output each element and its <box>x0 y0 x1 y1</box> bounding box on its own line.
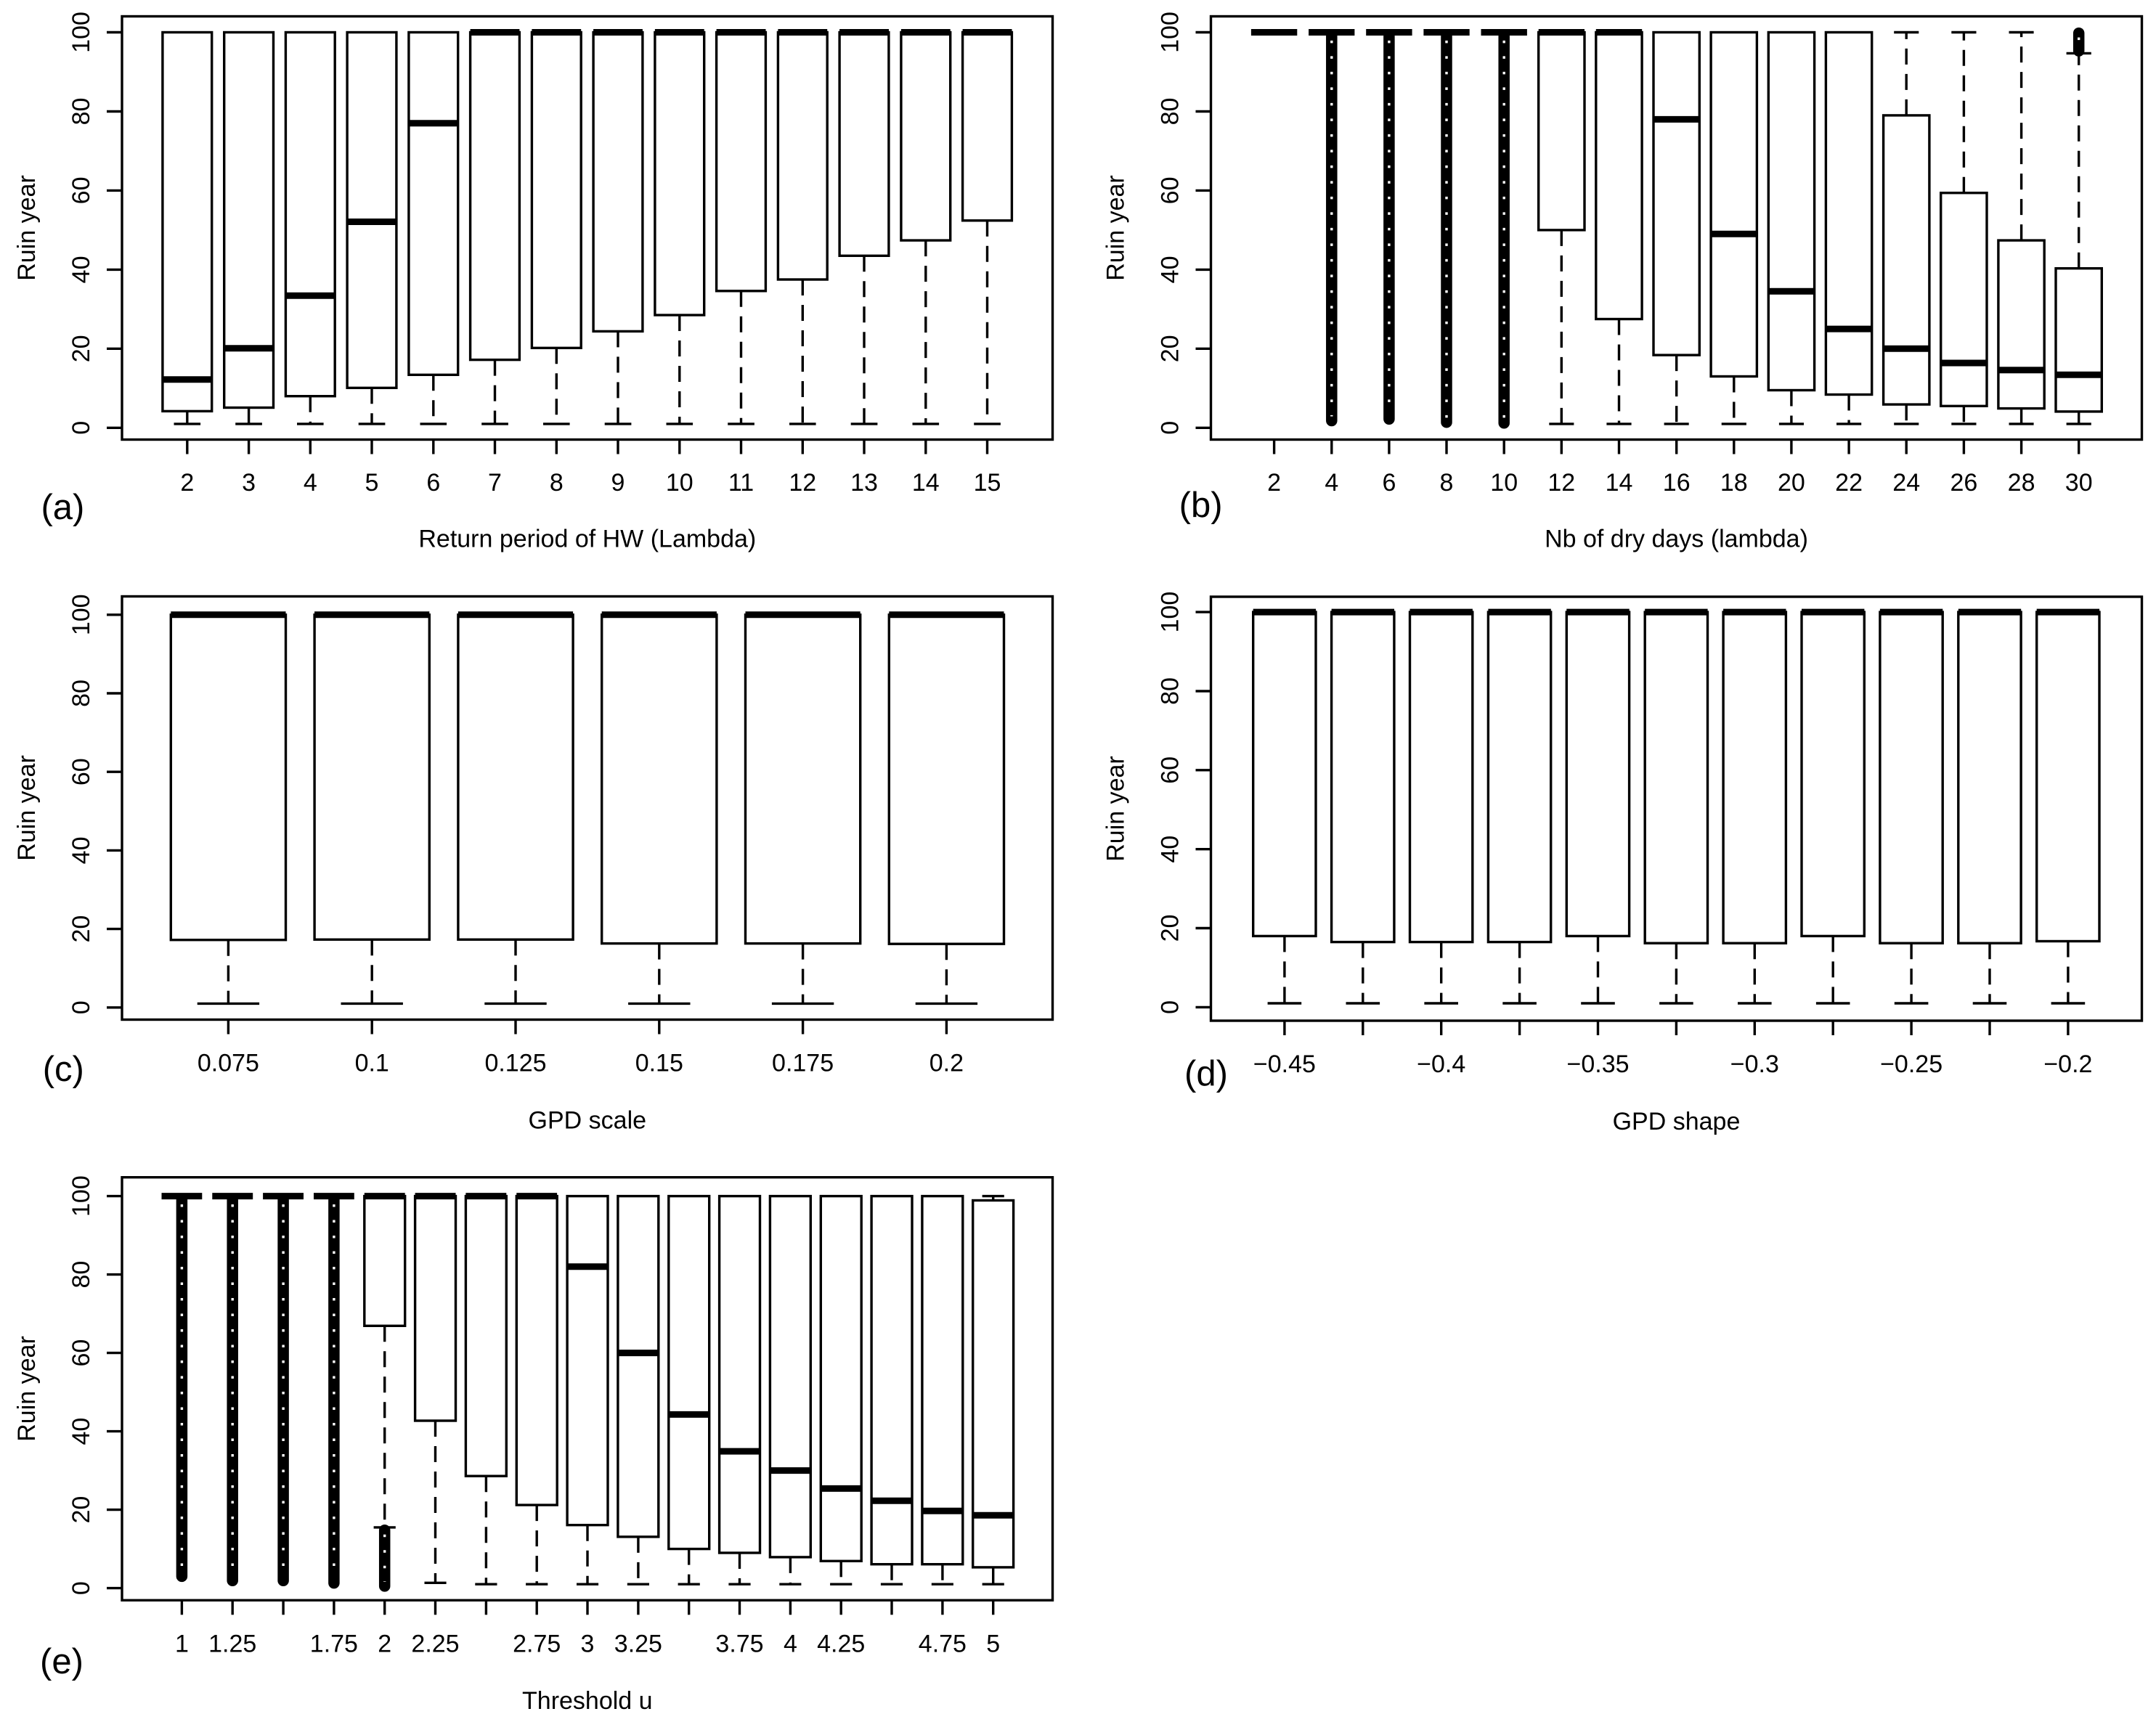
svg-text:100: 100 <box>1157 12 1184 53</box>
svg-text:0.175: 0.175 <box>772 1050 834 1077</box>
svg-text:7: 7 <box>488 469 502 497</box>
svg-text:80: 80 <box>1157 677 1184 705</box>
svg-text:(a): (a) <box>41 488 84 527</box>
svg-text:Ruin year: Ruin year <box>1102 175 1130 281</box>
svg-text:10: 10 <box>666 469 693 497</box>
svg-text:16: 16 <box>1663 469 1691 497</box>
svg-text:20: 20 <box>1778 469 1805 497</box>
svg-text:0: 0 <box>68 1000 95 1014</box>
svg-text:11: 11 <box>728 469 754 497</box>
svg-text:100: 100 <box>68 594 95 635</box>
svg-text:Threshold u: Threshold u <box>522 1687 653 1715</box>
svg-text:−0.2: −0.2 <box>2043 1050 2092 1078</box>
svg-text:20: 20 <box>68 1496 95 1524</box>
svg-text:6: 6 <box>1382 469 1396 497</box>
svg-text:80: 80 <box>1157 98 1184 126</box>
svg-text:20: 20 <box>68 915 95 943</box>
svg-text:20: 20 <box>68 335 95 362</box>
svg-text:80: 80 <box>68 98 95 126</box>
svg-text:40: 40 <box>68 1418 95 1445</box>
svg-text:GPD scale: GPD scale <box>529 1107 647 1135</box>
svg-text:20: 20 <box>1157 915 1184 942</box>
svg-text:24: 24 <box>1892 469 1920 497</box>
svg-text:40: 40 <box>1157 836 1184 863</box>
svg-text:Ruin year: Ruin year <box>13 175 41 281</box>
svg-text:Ruin year: Ruin year <box>13 1336 41 1442</box>
svg-text:5: 5 <box>365 469 379 497</box>
svg-text:2.25: 2.25 <box>411 1631 459 1658</box>
svg-text:1.75: 1.75 <box>310 1631 358 1658</box>
svg-text:18: 18 <box>1720 469 1748 497</box>
svg-text:−0.3: −0.3 <box>1730 1050 1779 1078</box>
svg-text:Ruin year: Ruin year <box>1102 756 1130 862</box>
svg-text:10: 10 <box>1490 469 1518 497</box>
svg-text:3: 3 <box>581 1631 595 1658</box>
svg-text:100: 100 <box>68 12 95 53</box>
svg-text:1: 1 <box>175 1631 189 1658</box>
svg-text:4: 4 <box>304 469 317 497</box>
svg-text:(b): (b) <box>1179 486 1223 525</box>
svg-text:GPD shape: GPD shape <box>1613 1108 1741 1135</box>
svg-text:Ruin year: Ruin year <box>13 755 41 861</box>
svg-text:(c): (c) <box>43 1050 84 1089</box>
svg-text:Return period of HW (Lambda): Return period of HW (Lambda) <box>418 526 756 553</box>
svg-text:28: 28 <box>2008 469 2035 497</box>
svg-text:80: 80 <box>68 1261 95 1289</box>
svg-text:0.2: 0.2 <box>929 1050 964 1077</box>
svg-text:12: 12 <box>1547 469 1575 497</box>
svg-text:0: 0 <box>1157 1000 1184 1014</box>
svg-text:4.25: 4.25 <box>817 1631 865 1658</box>
svg-text:3.75: 3.75 <box>715 1631 763 1658</box>
svg-text:8: 8 <box>1440 469 1454 497</box>
svg-text:8: 8 <box>550 469 564 497</box>
svg-text:0.15: 0.15 <box>635 1050 683 1077</box>
svg-text:1.25: 1.25 <box>208 1631 256 1658</box>
svg-text:14: 14 <box>912 469 940 497</box>
svg-text:0: 0 <box>68 1581 95 1595</box>
svg-text:2: 2 <box>378 1631 391 1658</box>
svg-text:0.125: 0.125 <box>484 1050 546 1077</box>
svg-text:4: 4 <box>784 1631 797 1658</box>
svg-text:0.075: 0.075 <box>198 1050 259 1077</box>
svg-text:100: 100 <box>1157 592 1184 633</box>
svg-text:100: 100 <box>68 1175 95 1217</box>
svg-text:0: 0 <box>1157 421 1184 435</box>
svg-text:14: 14 <box>1606 469 1633 497</box>
svg-text:(d): (d) <box>1184 1054 1228 1093</box>
svg-text:−0.35: −0.35 <box>1566 1050 1629 1078</box>
svg-text:60: 60 <box>68 758 95 785</box>
svg-text:0.1: 0.1 <box>355 1050 389 1077</box>
svg-text:60: 60 <box>68 1339 95 1367</box>
svg-text:30: 30 <box>2065 469 2093 497</box>
svg-text:60: 60 <box>68 176 95 204</box>
svg-text:4: 4 <box>1325 469 1338 497</box>
svg-text:26: 26 <box>1950 469 1977 497</box>
svg-text:60: 60 <box>1157 176 1184 204</box>
svg-text:−0.45: −0.45 <box>1253 1050 1316 1078</box>
svg-text:2.75: 2.75 <box>513 1631 561 1658</box>
svg-text:2: 2 <box>180 469 194 497</box>
svg-text:Nb of dry days (lambda): Nb of dry days (lambda) <box>1545 526 1808 553</box>
svg-text:80: 80 <box>68 680 95 707</box>
svg-text:22: 22 <box>1835 469 1863 497</box>
svg-text:3.25: 3.25 <box>614 1631 662 1658</box>
svg-text:4.75: 4.75 <box>919 1631 967 1658</box>
svg-text:0: 0 <box>68 421 95 435</box>
svg-text:40: 40 <box>68 836 95 864</box>
svg-text:−0.25: −0.25 <box>1880 1050 1943 1078</box>
svg-text:−0.4: −0.4 <box>1417 1050 1465 1078</box>
svg-text:12: 12 <box>789 469 816 497</box>
svg-text:13: 13 <box>850 469 878 497</box>
svg-text:6: 6 <box>426 469 440 497</box>
svg-text:2: 2 <box>1267 469 1281 497</box>
svg-text:15: 15 <box>974 469 1001 497</box>
svg-text:20: 20 <box>1157 335 1184 362</box>
svg-text:60: 60 <box>1157 756 1184 784</box>
svg-text:(e): (e) <box>40 1642 84 1681</box>
svg-text:3: 3 <box>242 469 256 497</box>
svg-text:40: 40 <box>68 256 95 283</box>
svg-text:5: 5 <box>986 1631 1000 1658</box>
svg-text:9: 9 <box>611 469 625 497</box>
svg-text:40: 40 <box>1157 256 1184 283</box>
